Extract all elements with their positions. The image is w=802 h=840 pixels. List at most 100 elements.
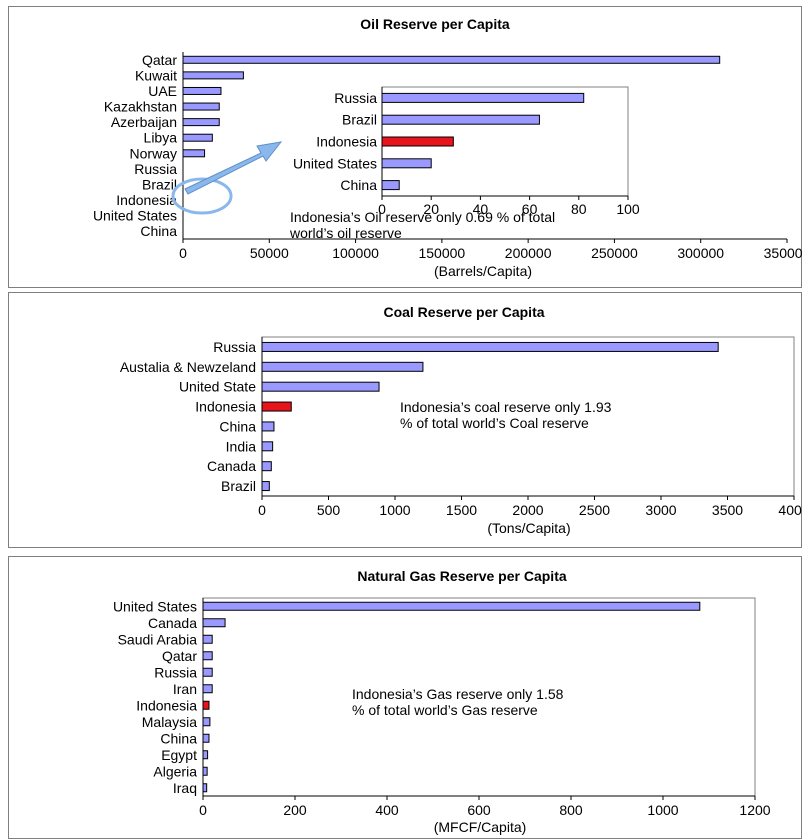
oil-x-tick-label: 50000: [250, 245, 289, 261]
coal-reserve-panel: Coal Reserve per Capita Russia Austalia & …: [8, 292, 802, 548]
oil-inset-category-label-russia: Russia: [334, 90, 377, 106]
gas-category-label-saudi-arabia: Saudi Arabia: [118, 631, 198, 647]
oil-bar-libya: [183, 134, 212, 141]
gas-bar-algeria: [203, 767, 207, 775]
oil-category-label-united-states: United States: [93, 208, 177, 224]
coal-category-label-indonesia: Indonesia: [195, 399, 256, 415]
gas-category-label-algeria: Algeria: [153, 763, 197, 779]
gas-reserve-chart: Natural Gas Reserve per Capita United Sta…: [9, 557, 802, 840]
gas-annotation-line-2: % of total world’s Gas reserve: [352, 702, 538, 718]
oil-inset-bar-russia: [382, 93, 584, 102]
gas-chart-title: Natural Gas Reserve per Capita: [357, 568, 567, 584]
gas-x-tick-label: 0: [199, 802, 207, 818]
gas-x-axis-label: (MFCF/Capita): [434, 819, 527, 835]
oil-bar-azerbaijan: [183, 119, 219, 126]
gas-bar-indonesia: [203, 701, 209, 709]
oil-x-tick-label: 0: [179, 245, 187, 261]
gas-category-label-russia: Russia: [154, 664, 197, 680]
coal-chart-title: Coal Reserve per Capita: [383, 304, 544, 320]
oil-category-label-qatar: Qatar: [142, 52, 177, 68]
oil-inset-category-label-indonesia: Indonesia: [316, 134, 377, 150]
coal-category-label-brazil: Brazil: [221, 478, 256, 494]
oil-inset-category-label-united-states: United States: [293, 155, 377, 171]
coal-x-tick-label: 500: [317, 502, 341, 518]
coal-annotation-line-1: Indonesia’s coal reserve only 1.93: [400, 399, 612, 415]
oil-inset-bar-brazil: [382, 115, 539, 124]
gas-bar-qatar: [203, 652, 212, 660]
oil-bar-norway: [183, 150, 205, 157]
coal-category-label-austalia-newzeland: Austalia & Newzeland: [120, 359, 256, 375]
oil-annotation-line-1: Indonesia’s Oil reserve only 0.69 % of t…: [290, 209, 555, 225]
coal-bar-india: [262, 442, 273, 451]
coal-x-axis-label: (Tons/Capita): [487, 520, 570, 536]
oil-x-axis-label: (Barrels/Capita): [434, 263, 532, 279]
gas-category-label-canada: Canada: [148, 615, 197, 631]
gas-category-label-iran: Iran: [173, 681, 197, 697]
gas-bar-malaysia: [203, 718, 210, 726]
oil-reserve-chart: Oil Reserve per Capita QatarKuwaitUAEKaza…: [9, 7, 802, 289]
gas-bar-egypt: [203, 751, 208, 759]
gas-reserve-panel: Natural Gas Reserve per Capita United Sta…: [8, 556, 802, 839]
coal-x-tick-label: 3000: [645, 502, 676, 518]
gas-annotation-line-1: Indonesia’s Gas reserve only 1.58: [352, 686, 564, 702]
coal-bar-russia: [262, 342, 718, 351]
oil-bar-kuwait: [183, 72, 243, 79]
oil-category-label-norway: Norway: [130, 145, 177, 161]
coal-x-tick-label: 2000: [512, 502, 543, 518]
coal-x-tick-label: 4000: [778, 502, 802, 518]
gas-bar-united-states: [203, 602, 700, 610]
gas-bar-iraq: [203, 784, 207, 792]
gas-x-tick-label: 200: [283, 802, 307, 818]
gas-category-label-egypt: Egypt: [161, 747, 197, 763]
oil-inset-category-label-china: China: [340, 177, 377, 193]
oil-category-label-china: China: [140, 223, 177, 239]
gas-x-tick-label: 600: [467, 802, 491, 818]
oil-inset-bar-indonesia: [382, 137, 453, 146]
gas-category-label-united-states: United States: [113, 598, 197, 614]
coal-annotation-line-2: % of total world’s Coal reserve: [400, 415, 589, 431]
gas-bar-iran: [203, 685, 212, 693]
gas-category-label-malaysia: Malaysia: [142, 714, 197, 730]
coal-bar-canada: [262, 462, 271, 471]
oil-inset-x-tick-label: 80: [571, 201, 587, 217]
oil-category-label-kazakhstan: Kazakhstan: [104, 99, 177, 115]
gas-bar-china: [203, 734, 209, 742]
oil-category-label-uae: UAE: [148, 83, 177, 99]
gas-x-tick-label: 1200: [739, 802, 770, 818]
gas-bar-russia: [203, 668, 212, 676]
oil-x-tick-label: 150000: [418, 245, 465, 261]
coal-category-label-china: China: [219, 418, 256, 434]
coal-bar-china: [262, 422, 274, 431]
coal-category-label-russia: Russia: [213, 339, 256, 355]
oil-inset-bar-china: [382, 181, 399, 190]
gas-category-label-iraq: Iraq: [173, 780, 197, 796]
gas-category-label-indonesia: Indonesia: [136, 697, 197, 713]
coal-x-tick-label: 1000: [379, 502, 410, 518]
oil-x-tick-label: 100000: [332, 245, 379, 261]
gas-bar-canada: [203, 619, 225, 627]
oil-chart-title: Oil Reserve per Capita: [360, 16, 510, 32]
oil-x-tick-label: 300000: [677, 245, 724, 261]
gas-x-tick-label: 800: [559, 802, 583, 818]
oil-category-label-russia: Russia: [134, 161, 177, 177]
oil-category-label-azerbaijan: Azerbaijan: [111, 114, 177, 130]
coal-x-tick-label: 2500: [579, 502, 610, 518]
oil-annotation-line-2: world’s oil reserve: [289, 225, 402, 241]
oil-category-label-kuwait: Kuwait: [135, 67, 177, 83]
oil-category-label-brazil: Brazil: [142, 176, 177, 192]
coal-category-label-canada: Canada: [207, 458, 256, 474]
gas-bar-saudi-arabia: [203, 635, 212, 643]
gas-category-label-china: China: [160, 730, 197, 746]
coal-bar-austalia-newzeland: [262, 362, 423, 371]
gas-x-tick-label: 1000: [647, 802, 678, 818]
gas-category-label-qatar: Qatar: [162, 648, 197, 664]
oil-category-label-libya: Libya: [144, 130, 178, 146]
oil-inset-bar-united-states: [382, 159, 431, 168]
oil-bar-kazakhstan: [183, 103, 219, 110]
oil-inset-x-tick-label: 100: [616, 201, 640, 217]
oil-x-tick-label: 350000: [764, 245, 802, 261]
oil-x-tick-label: 200000: [505, 245, 552, 261]
gas-x-tick-label: 400: [375, 802, 399, 818]
coal-category-label-united-state: United State: [179, 379, 256, 395]
oil-bar-qatar: [183, 56, 720, 63]
